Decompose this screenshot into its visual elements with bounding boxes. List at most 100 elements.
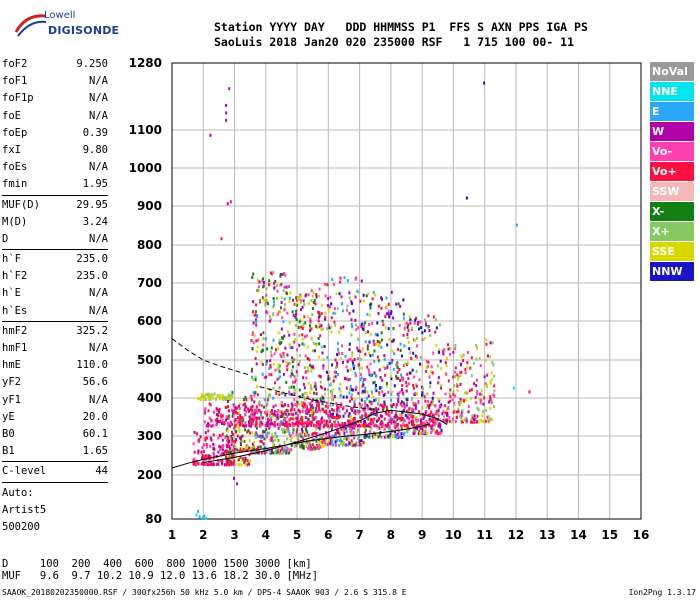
echo-point (401, 383, 404, 387)
echo-point (440, 428, 443, 432)
echo-point (326, 356, 329, 359)
echo-point (394, 430, 397, 434)
echo-point (206, 436, 208, 440)
echo-point (356, 430, 359, 434)
x-tick-label: 9 (418, 528, 426, 542)
echo-point (416, 322, 419, 326)
echo-point (354, 397, 357, 401)
echo-point (310, 421, 313, 425)
echo-point (286, 423, 289, 427)
echo-point (338, 292, 341, 296)
echo-point (467, 410, 470, 414)
echo-point (414, 392, 417, 396)
isolated-echo-point (209, 133, 212, 137)
echo-point (316, 443, 318, 447)
echo-point (204, 437, 207, 441)
echo-point (294, 380, 296, 384)
echo-point (276, 450, 279, 454)
echo-point (339, 415, 341, 419)
echo-point (402, 422, 405, 426)
echo-point (268, 426, 271, 430)
echo-point (442, 410, 445, 414)
echo-point (281, 316, 284, 320)
echo-point (322, 366, 325, 370)
echo-point (251, 431, 253, 435)
echo-point (427, 314, 430, 318)
echo-point (352, 422, 355, 426)
echo-point (397, 397, 399, 401)
echo-point (251, 367, 254, 371)
echo-point (302, 424, 304, 428)
echo-point (281, 336, 284, 340)
echo-point (464, 371, 467, 375)
echo-point (257, 435, 260, 439)
echo-point (326, 401, 329, 405)
echo-point (431, 402, 434, 406)
echo-point (233, 447, 236, 451)
echo-point (223, 450, 226, 454)
param-row: foEs N/A (2, 159, 108, 176)
trace-profile-dashed-2 (259, 386, 376, 410)
echo-point (238, 407, 241, 411)
echo-point (348, 422, 351, 425)
echo-point (377, 425, 380, 429)
echo-point (421, 391, 424, 395)
echo-point (492, 393, 495, 397)
echo-point (325, 409, 328, 413)
echo-point (301, 337, 304, 341)
echo-point (347, 443, 350, 447)
isolated-echo-point (229, 200, 232, 204)
echo-point (378, 368, 381, 372)
echo-point (327, 297, 330, 301)
echo-point (388, 428, 390, 432)
echo-point (404, 322, 407, 326)
echo-point (336, 413, 339, 417)
echo-point (292, 413, 295, 417)
echo-point (243, 424, 245, 428)
echo-point (252, 310, 254, 314)
echo-point (398, 391, 401, 395)
echo-point (334, 375, 337, 379)
echo-point (373, 360, 376, 363)
scaled-parameters-panel: foF2 9.250 foF1 N/A foF1p N/A foE N/A foEp 0.39 fx… (2, 56, 108, 536)
echo-point (221, 462, 224, 466)
echo-point (317, 446, 320, 450)
echo-point (352, 388, 355, 392)
echo-point (417, 321, 420, 324)
echo-point (424, 429, 427, 433)
echo-point (459, 397, 462, 401)
x-tick-label: 11 (476, 528, 493, 542)
echo-point (325, 327, 328, 331)
echo-point (312, 416, 315, 420)
echo-point (362, 424, 365, 428)
echo-point (258, 416, 261, 420)
echo-point (307, 293, 310, 297)
echo-point (404, 405, 407, 408)
echo-point (250, 422, 253, 426)
echo-point (439, 386, 442, 390)
echo-point (279, 310, 282, 314)
echo-point (345, 395, 348, 399)
echo-point (260, 451, 263, 455)
echo-point (310, 404, 313, 407)
echo-point (447, 343, 449, 347)
echo-point (334, 311, 337, 315)
echo-point (209, 455, 212, 459)
echo-point (230, 461, 233, 465)
echo-point (238, 463, 241, 467)
echo-point (281, 451, 284, 454)
echo-point (371, 353, 374, 357)
param-name: C-level (2, 465, 47, 478)
echo-point (447, 406, 450, 410)
echo-point (322, 425, 325, 429)
echo-point (401, 388, 403, 392)
echo-point (260, 436, 263, 440)
echo-point (455, 410, 458, 414)
echo-point (476, 392, 479, 396)
echo-point (351, 397, 353, 401)
echo-point (270, 346, 273, 350)
echo-point (398, 368, 401, 371)
echo-point (388, 361, 391, 365)
echo-point (307, 417, 310, 421)
echo-point (445, 408, 448, 411)
